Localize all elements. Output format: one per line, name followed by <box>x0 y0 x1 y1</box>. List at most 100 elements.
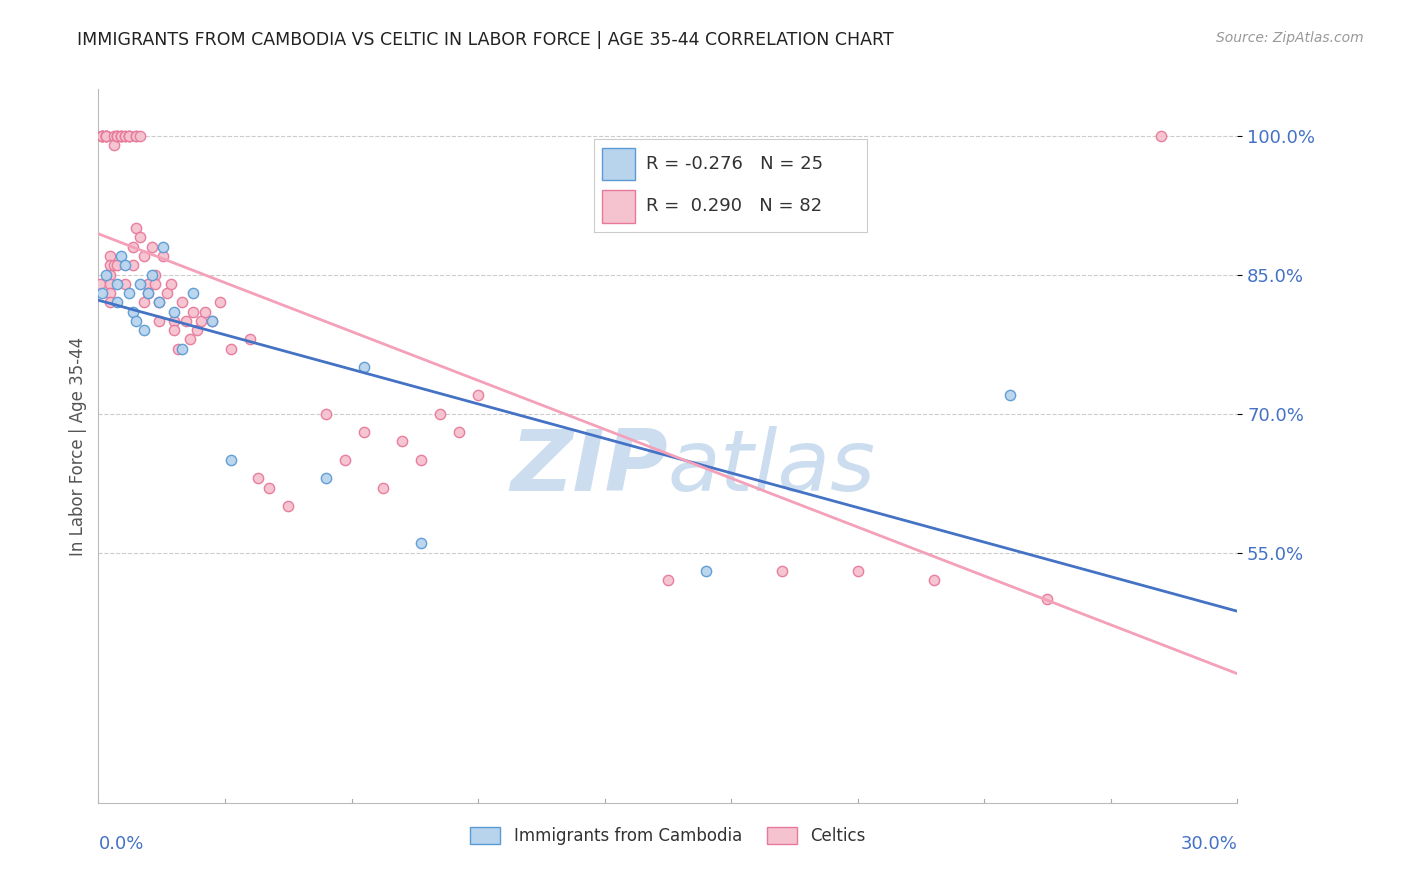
Text: ZIP: ZIP <box>510 425 668 509</box>
Point <box>103 258 125 272</box>
Point <box>125 314 148 328</box>
Point <box>846 564 869 578</box>
Point <box>467 388 489 402</box>
Point <box>98 286 121 301</box>
Point <box>136 286 159 301</box>
Point <box>156 286 179 301</box>
Point <box>194 304 217 318</box>
Point <box>107 277 129 291</box>
Point <box>163 323 186 337</box>
Point <box>159 277 181 291</box>
Point <box>125 128 148 143</box>
Point <box>449 425 471 439</box>
Point <box>125 128 148 143</box>
Point <box>141 268 163 282</box>
Text: atlas: atlas <box>668 425 876 509</box>
Point <box>148 295 170 310</box>
Point <box>132 249 155 263</box>
Point <box>91 286 114 301</box>
Point <box>91 128 114 143</box>
Point <box>114 128 136 143</box>
Point <box>118 128 141 143</box>
Point <box>103 128 125 143</box>
Point <box>145 277 167 291</box>
Point <box>94 128 117 143</box>
Text: 0.0%: 0.0% <box>98 835 143 854</box>
Point <box>277 500 299 514</box>
Point <box>110 128 132 143</box>
Point <box>246 471 269 485</box>
Legend: Immigrants from Cambodia, Celtics: Immigrants from Cambodia, Celtics <box>464 820 872 852</box>
Point <box>152 249 174 263</box>
Point <box>371 481 394 495</box>
Point <box>107 295 129 310</box>
Point <box>174 314 197 328</box>
Point <box>167 342 190 356</box>
Point <box>103 137 125 152</box>
Point <box>107 128 129 143</box>
Point <box>94 128 117 143</box>
Point <box>163 314 186 328</box>
Point <box>114 277 136 291</box>
Point <box>98 249 121 263</box>
Point <box>429 407 451 421</box>
Point <box>110 249 132 263</box>
Point <box>114 258 136 272</box>
Point <box>190 314 212 328</box>
Point <box>107 258 129 272</box>
Point <box>107 128 129 143</box>
Point <box>94 128 117 143</box>
Point <box>657 574 679 588</box>
Point <box>170 295 193 310</box>
Point <box>208 295 231 310</box>
Point <box>136 286 159 301</box>
Point <box>315 471 337 485</box>
Point <box>411 536 433 550</box>
Point <box>259 481 281 495</box>
Point <box>221 342 243 356</box>
Point <box>129 230 152 244</box>
Point <box>91 128 114 143</box>
Point <box>163 304 186 318</box>
Point <box>183 286 205 301</box>
Point <box>121 304 143 318</box>
Point <box>152 240 174 254</box>
Point <box>315 407 337 421</box>
Point <box>770 564 793 578</box>
Point <box>141 240 163 254</box>
Point <box>118 128 141 143</box>
Point <box>201 314 224 328</box>
Point <box>91 128 114 143</box>
Point <box>201 314 224 328</box>
Point <box>118 128 141 143</box>
Point <box>98 295 121 310</box>
Point <box>186 323 208 337</box>
Point <box>145 268 167 282</box>
Point <box>179 333 201 347</box>
Point <box>353 360 375 375</box>
Point <box>695 564 717 578</box>
Point <box>183 304 205 318</box>
Point <box>148 295 170 310</box>
Point <box>125 221 148 235</box>
Point <box>1150 128 1173 143</box>
Point <box>118 286 141 301</box>
Point <box>148 314 170 328</box>
Point <box>121 240 143 254</box>
Point <box>94 128 117 143</box>
Point <box>129 277 152 291</box>
Point <box>121 258 143 272</box>
Point <box>170 342 193 356</box>
Text: Source: ZipAtlas.com: Source: ZipAtlas.com <box>1216 31 1364 45</box>
Text: 30.0%: 30.0% <box>1181 835 1237 854</box>
Y-axis label: In Labor Force | Age 35-44: In Labor Force | Age 35-44 <box>69 336 87 556</box>
Point <box>132 323 155 337</box>
Point <box>1036 591 1059 606</box>
Point <box>114 128 136 143</box>
Point <box>132 295 155 310</box>
Point <box>110 128 132 143</box>
Point <box>110 128 132 143</box>
Point <box>98 268 121 282</box>
Point <box>136 277 159 291</box>
Point <box>411 453 433 467</box>
